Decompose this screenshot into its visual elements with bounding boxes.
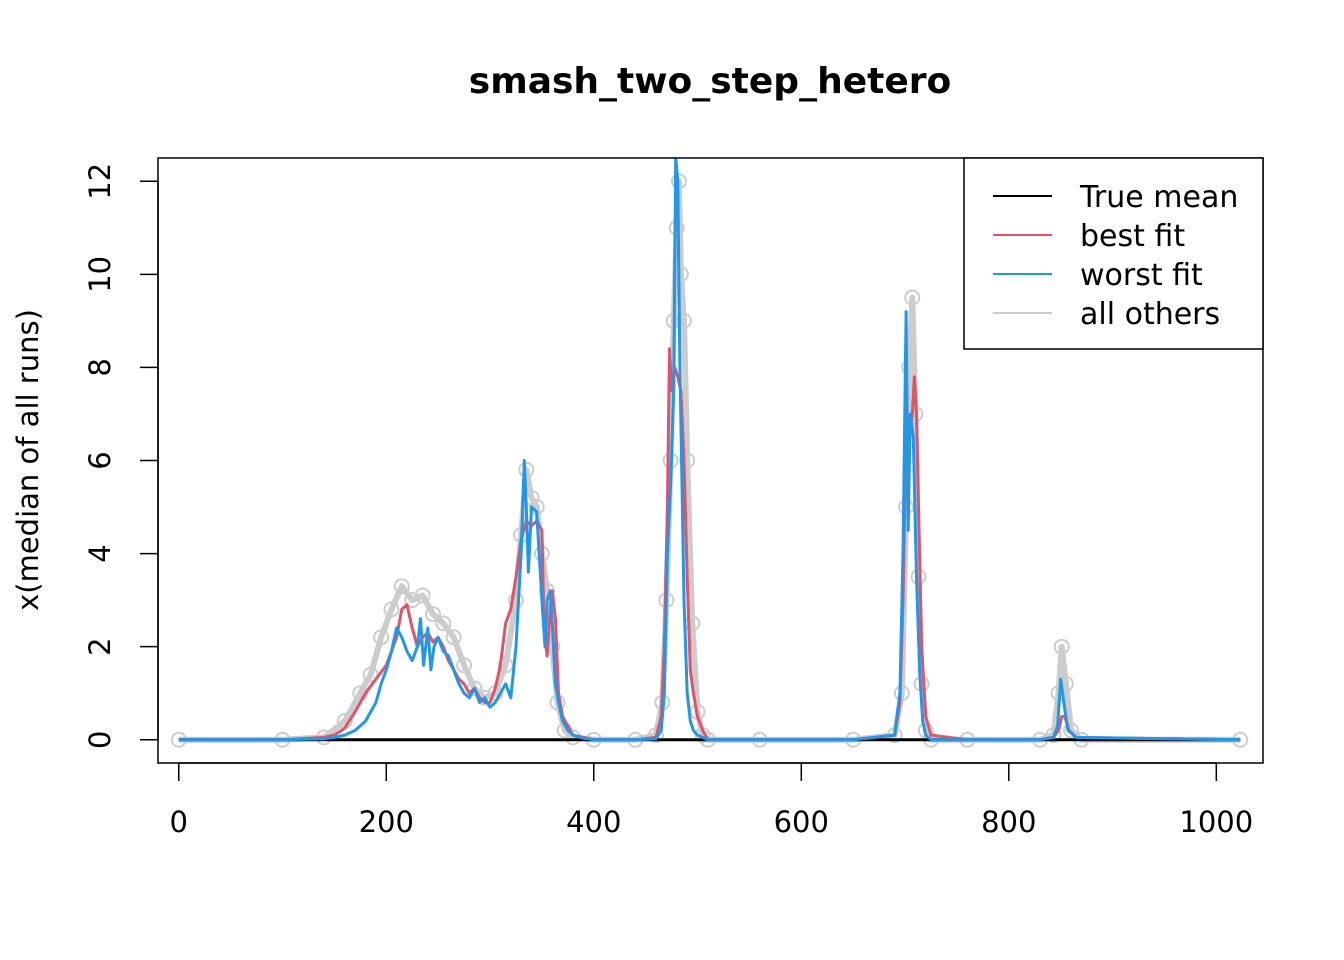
y-tick-label: 12 — [83, 163, 117, 200]
legend: True mean best fit worst fit all others — [963, 157, 1264, 350]
x-tick-label: 200 — [359, 805, 414, 839]
data-point — [904, 289, 921, 306]
data-point — [508, 592, 524, 609]
x-tick-label: 800 — [981, 805, 1036, 839]
data-point — [676, 312, 692, 329]
y-tick-label: 4 — [83, 544, 117, 562]
legend-item-true-mean: True mean — [993, 180, 1238, 215]
y-tick-label: 10 — [83, 256, 117, 293]
data-point — [1045, 727, 1062, 744]
data-point — [414, 587, 431, 604]
data-point — [893, 685, 910, 702]
series-line-worst-fit — [178, 158, 1241, 742]
data-point — [456, 657, 473, 674]
series-layer — [170, 158, 1249, 748]
y-tick-label: 2 — [83, 637, 117, 655]
data-point — [901, 359, 918, 376]
data-point — [404, 592, 421, 609]
legend-label: True mean — [1079, 180, 1238, 215]
data-point — [425, 606, 441, 623]
x-tick-label: 600 — [774, 805, 829, 839]
data-point — [393, 578, 410, 595]
legend-label: worst fit — [1080, 258, 1203, 293]
x-tick-label: 400 — [566, 805, 621, 839]
data-point — [435, 615, 452, 632]
chart-title: smash_two_step_hetero — [469, 61, 951, 102]
y-tick-label: 0 — [83, 731, 117, 749]
legend-item-all-others: all others — [993, 297, 1220, 332]
y-axis-label: x(median of all runs) — [11, 309, 45, 611]
data-point — [648, 727, 664, 744]
y-tick-label: 6 — [83, 451, 117, 469]
data-point — [1063, 722, 1080, 739]
legend-item-worst-fit: worst fit — [993, 258, 1203, 293]
legend-label: best fit — [1080, 219, 1185, 254]
data-point — [383, 601, 400, 618]
series-worst-fit — [178, 158, 1241, 742]
data-point — [917, 722, 934, 739]
data-point — [1053, 638, 1070, 655]
y-tick-label: 8 — [83, 358, 117, 376]
data-point — [445, 629, 462, 646]
series-line-best-fit — [178, 347, 1241, 742]
series-best-fit — [178, 347, 1241, 742]
legend-box — [963, 157, 1264, 350]
x-tick-label: 0 — [170, 805, 188, 839]
axes-layer: 0 200 400 600 800 1000 0 2 4 6 8 10 12 — [83, 157, 1264, 839]
data-point — [373, 629, 390, 646]
legend-label: all others — [1080, 297, 1220, 332]
legend-item-best-fit: best fit — [993, 219, 1185, 254]
x-tick-label: 1000 — [1179, 805, 1253, 839]
